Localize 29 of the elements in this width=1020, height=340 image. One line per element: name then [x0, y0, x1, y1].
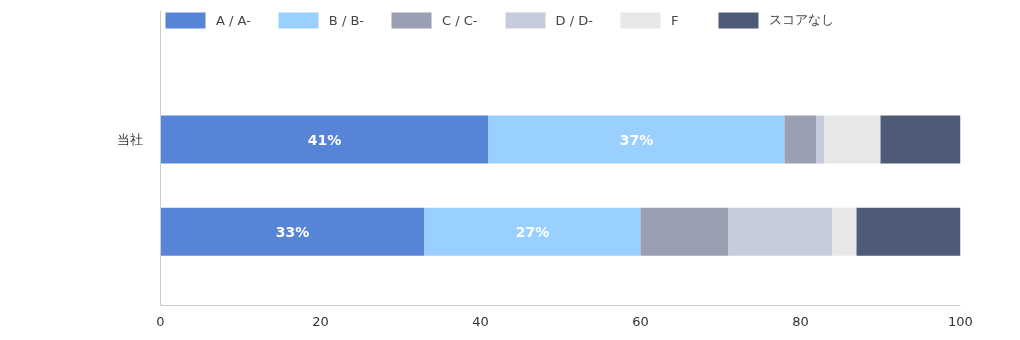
data-label: 33% — [275, 223, 310, 240]
bar — [160, 115, 489, 164]
bar — [784, 115, 817, 164]
bar — [424, 207, 641, 256]
data-label: 37% — [619, 131, 654, 148]
x-tick-label: 40 — [472, 313, 489, 329]
y-tick-label: 当社 — [116, 132, 143, 148]
bar — [880, 115, 961, 164]
bar — [488, 115, 785, 164]
bar — [824, 115, 881, 164]
legend-label: A / A- — [216, 12, 251, 28]
data-label: 27% — [515, 223, 550, 240]
bar — [856, 207, 961, 256]
legend-label: スコアなし — [768, 11, 834, 29]
legend-label: D / D- — [555, 12, 593, 28]
bar — [728, 207, 833, 256]
x-tick-label: 80 — [792, 313, 809, 329]
legend-label: B / B- — [328, 12, 365, 28]
bar — [160, 207, 425, 256]
legend-label: C / C- — [442, 12, 478, 28]
x-tick-label: 20 — [312, 313, 329, 329]
x-tick-label: 100 — [948, 313, 973, 329]
bar — [832, 207, 857, 256]
bar — [640, 207, 729, 256]
data-label: 41% — [307, 131, 342, 148]
x-tick-label: 60 — [632, 313, 649, 329]
bar — [816, 115, 825, 164]
legend-label: F — [670, 12, 680, 28]
x-tick-label: 0 — [156, 313, 165, 329]
